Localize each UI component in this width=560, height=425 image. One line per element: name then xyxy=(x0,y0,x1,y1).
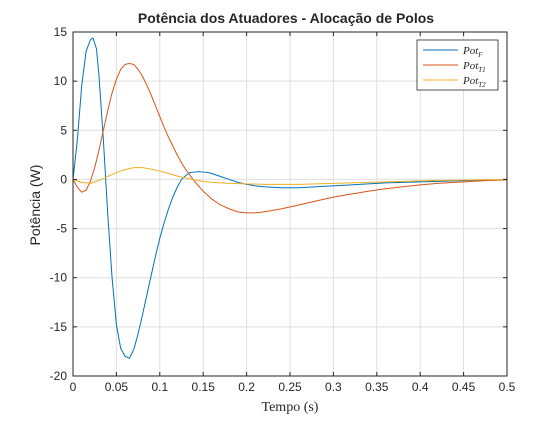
x-tick-label: 0.15 xyxy=(192,380,216,394)
y-tick-label: -5 xyxy=(56,222,67,236)
y-tick-label: 15 xyxy=(54,25,68,39)
legend-label-t2: PotT2 xyxy=(462,75,486,89)
y-tick-label: -15 xyxy=(50,320,68,334)
series-line-t2 xyxy=(72,167,508,185)
series-line-t1 xyxy=(72,62,508,214)
series-line-f xyxy=(72,37,508,359)
x-axis-ticks: 0 0.05 0.1 0.15 0.2 0.25 0.3 0.35 0.4 0.45 0.5 xyxy=(70,32,516,394)
y-tick-label: 0 xyxy=(60,172,67,186)
legend-label-t1: PotT1 xyxy=(462,60,486,74)
chart-title: Potência dos Atuadores - Alocação de Pol… xyxy=(138,10,434,26)
x-tick-label: 0.05 xyxy=(105,380,129,394)
series-layer xyxy=(72,37,508,359)
y-axis-label: Potência (W) xyxy=(27,165,43,246)
x-tick-label: 0.5 xyxy=(499,380,516,394)
x-tick-label: 0.3 xyxy=(325,380,342,394)
y-axis-ticks: -20 -15 -10 -5 0 5 10 15 xyxy=(50,25,507,383)
y-tick-label: -10 xyxy=(50,271,68,285)
x-tick-label: 0.45 xyxy=(452,380,476,394)
legend-label-f: PotF xyxy=(462,45,483,59)
x-axis-label: Tempo (s) xyxy=(262,400,319,415)
x-tick-label: 0 xyxy=(70,380,77,394)
x-tick-label: 0.2 xyxy=(238,380,255,394)
x-tick-label: 0.35 xyxy=(365,380,389,394)
x-tick-label: 0.4 xyxy=(412,380,429,394)
x-tick-label: 0.1 xyxy=(151,380,168,394)
y-tick-label: -20 xyxy=(50,369,68,383)
x-tick-label: 0.25 xyxy=(278,380,302,394)
y-tick-label: 10 xyxy=(54,74,68,88)
y-tick-label: 5 xyxy=(60,123,67,137)
